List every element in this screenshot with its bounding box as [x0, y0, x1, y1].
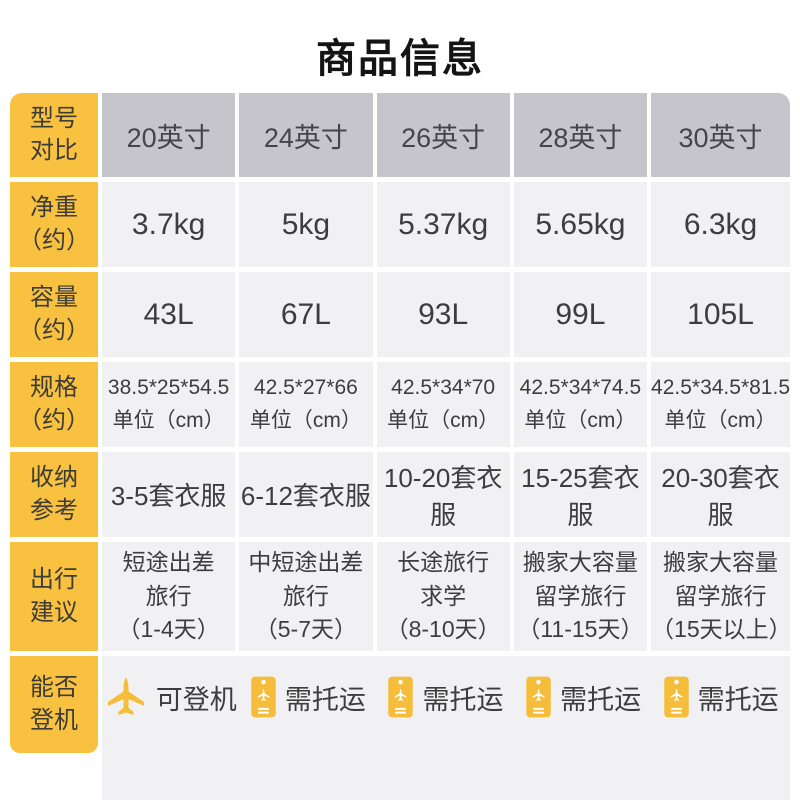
row-label-storage: 收纳 参考 [10, 452, 98, 537]
boarding-status-20: 可登机 [102, 656, 240, 718]
cell-dimensions-30: 42.5*34.5*81.5 单位（cm） [651, 362, 790, 447]
cell-weight-28: 5.65kg [513, 182, 648, 267]
cell-weight-30: 6.3kg [651, 182, 790, 267]
cell-storage-30: 20-30套衣服 [651, 452, 790, 537]
boarding-status-26: 需托运 [377, 656, 515, 718]
product-spec-table: 型号 对比 20英寸 24英寸 26英寸 28英寸 30英寸 净重 （约） 3.… [10, 93, 792, 800]
cell-travel-28: 搬家大容量 留学旅行 （11-15天） [513, 542, 648, 651]
column-header-20inch: 20英寸 [102, 93, 236, 177]
cell-travel-24: 中短途出差 旅行 （5-7天） [239, 542, 373, 651]
boarding-text: 可登机 [155, 684, 237, 715]
row-label-travel: 出行 建议 [10, 542, 98, 651]
column-header-28inch: 28英寸 [513, 93, 648, 177]
boarding-text: 需托运 [284, 684, 366, 715]
cell-capacity-28: 99L [513, 272, 648, 357]
boarding-text: 需托运 [697, 684, 779, 715]
cell-storage-20: 3-5套衣服 [102, 452, 236, 537]
boarding-status-30: 需托运 [652, 656, 790, 718]
cell-travel-30: 搬家大容量 留学旅行 （15天以上） [651, 542, 792, 651]
boarding-status-24: 需托运 [240, 656, 378, 718]
cell-capacity-20: 43L [102, 272, 236, 357]
airplane-icon [105, 676, 147, 718]
boarding-row: 可登机 需托运 需托运 需托运 需托运 [102, 656, 790, 800]
cell-capacity-24: 67L [239, 272, 373, 357]
boarding-status-28: 需托运 [515, 656, 653, 718]
luggage-tag-icon [526, 676, 551, 718]
cell-dimensions-24: 42.5*27*66 单位（cm） [239, 362, 373, 447]
column-header-30inch: 30英寸 [651, 93, 790, 177]
row-label-model: 型号 对比 [10, 93, 98, 177]
luggage-tag-icon [663, 676, 689, 718]
cell-dimensions-28: 42.5*34*74.5 单位（cm） [513, 362, 648, 447]
cell-capacity-30: 105L [651, 272, 790, 357]
column-header-26inch: 26英寸 [376, 93, 510, 177]
cell-weight-26: 5.37kg [376, 182, 510, 267]
cell-dimensions-20: 38.5*25*54.5 单位（cm） [102, 362, 236, 447]
boarding-text: 需托运 [422, 684, 504, 715]
column-header-24inch: 24英寸 [239, 93, 373, 177]
cell-dimensions-26: 42.5*34*70 单位（cm） [376, 362, 510, 447]
cell-weight-24: 5kg [239, 182, 373, 267]
page-title: 商品信息 [316, 37, 484, 81]
luggage-tag-icon [251, 676, 276, 718]
cell-travel-20: 短途出差 旅行 （1-4天） [102, 542, 236, 651]
cell-storage-28: 15-25套衣服 [513, 452, 648, 537]
cell-capacity-26: 93L [376, 272, 510, 357]
boarding-text: 需托运 [560, 684, 642, 715]
cell-storage-24: 6-12套衣服 [239, 452, 373, 537]
cell-travel-26: 长途旅行 求学 （8-10天） [376, 542, 510, 651]
row-label-boarding: 能否 登机 [10, 656, 98, 753]
row-label-net-weight: 净重 （约） [10, 182, 98, 267]
row-label-dimensions: 规格 （约） [10, 362, 98, 447]
row-label-capacity: 容量 （约） [10, 272, 98, 357]
cell-weight-20: 3.7kg [102, 182, 236, 267]
cell-storage-26: 10-20套衣服 [376, 452, 510, 537]
luggage-tag-icon [388, 676, 414, 718]
